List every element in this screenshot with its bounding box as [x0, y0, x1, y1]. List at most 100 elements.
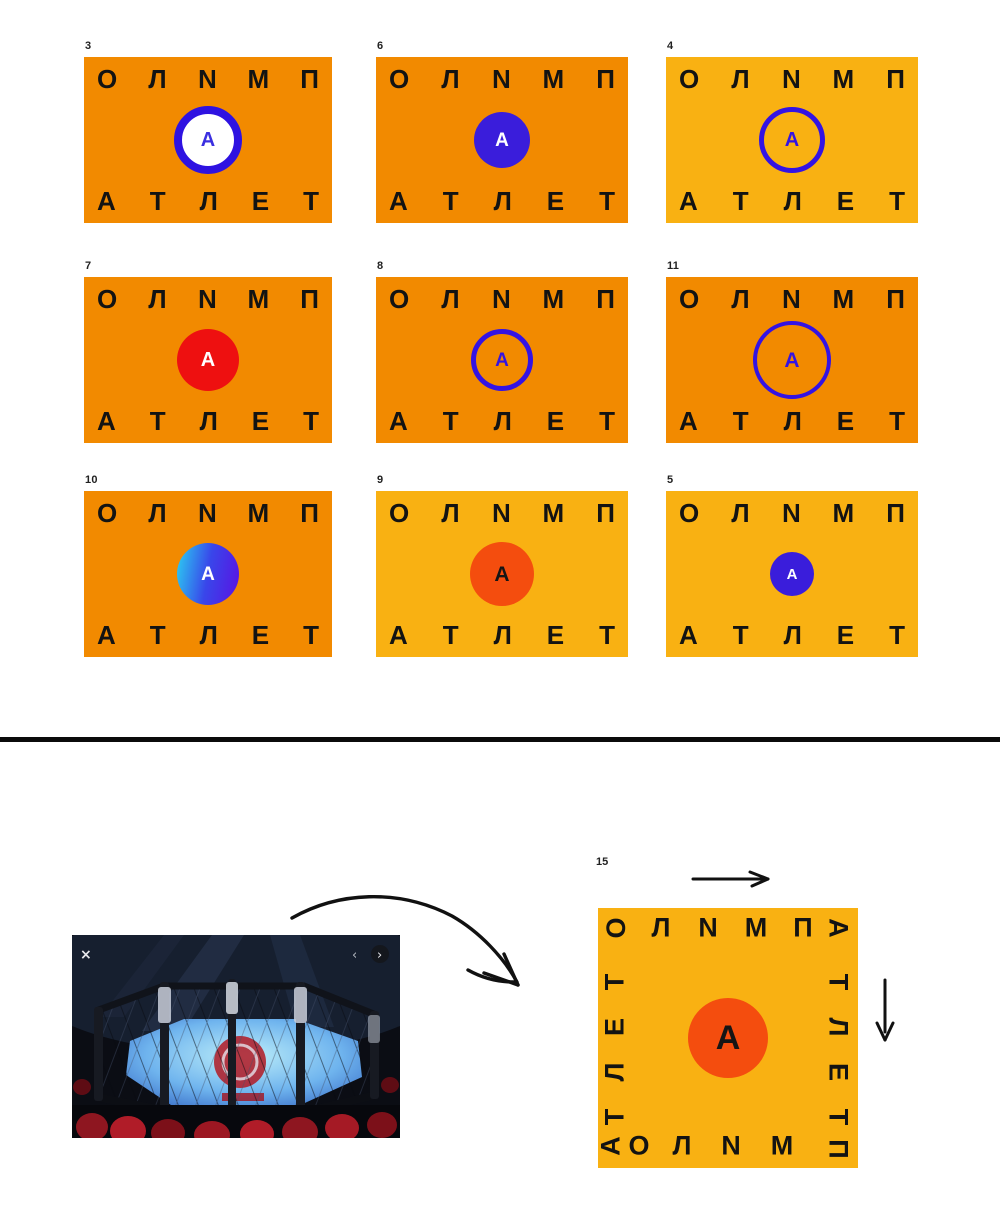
brand-letter: Е	[836, 406, 855, 436]
brand-letter: Л	[441, 284, 460, 314]
variant-number: 11	[667, 260, 680, 272]
logo-mark-circle: А	[177, 543, 239, 605]
brand-letter: Л	[148, 498, 167, 528]
brand-letter: Т	[889, 186, 905, 216]
logo-mark-circle: А	[688, 998, 768, 1078]
logo-mark-circle: А	[474, 112, 530, 168]
brand-letter: И	[781, 284, 801, 314]
brand-letter: Л	[731, 64, 750, 94]
octagon-cage-illustration: × ‹ ›	[26, 909, 446, 1149]
variant-number: 5	[667, 474, 674, 486]
brand-letter: Л	[783, 186, 802, 216]
photo-prev-icon[interactable]: ‹	[352, 948, 357, 963]
horizontal-arrow-icon	[691, 870, 770, 888]
variant-number: 10	[85, 474, 98, 486]
brand-letter: Л	[148, 64, 167, 94]
brand-letter: И	[491, 64, 511, 94]
brand-letter: Е	[836, 186, 855, 216]
section-divider	[0, 737, 1000, 742]
perimeter-letter: А	[823, 918, 854, 938]
brand-letter: Л	[199, 406, 218, 436]
brand-letter: М	[832, 64, 855, 94]
perimeter-letter: А	[595, 1136, 626, 1156]
brand-letter: Т	[732, 620, 749, 650]
brand-letter: П	[300, 64, 319, 94]
brand-letter: Е	[546, 620, 565, 650]
brand-letter: О	[389, 498, 410, 528]
brand-letter: М	[542, 64, 565, 94]
logo-variant-card: 11 О Л И М П А Т Л Е Т А	[666, 260, 918, 443]
brand-letter: П	[300, 284, 319, 314]
perimeter-letter: Л	[599, 1062, 630, 1082]
variant-number: 15	[596, 856, 609, 868]
logo-mark-circle: А	[770, 552, 814, 596]
logo-mark-letter: А	[784, 129, 800, 151]
brand-letter: Л	[783, 620, 802, 650]
brand-letter: Т	[599, 186, 615, 216]
brand-letter: М	[247, 284, 270, 314]
photo-next-icon[interactable]: ›	[377, 948, 382, 963]
brand-letter: Т	[149, 406, 166, 436]
logo-mark-circle: А	[753, 321, 831, 399]
vertical-arrow-icon	[875, 978, 895, 1042]
brand-letter: Т	[732, 406, 749, 436]
perimeter-letter: П	[793, 912, 813, 943]
brand-letter: А	[389, 620, 408, 650]
brand-letter: Л	[493, 406, 512, 436]
brand-letter: Т	[303, 186, 319, 216]
brand-letter: О	[679, 498, 700, 528]
brand-letter: А	[679, 620, 698, 650]
logo-mark-circle: А	[471, 329, 533, 391]
brand-letter: И	[491, 498, 511, 528]
logo-mark-letter: А	[201, 563, 215, 585]
photo-close-icon[interactable]: ×	[80, 947, 92, 963]
brand-letter: А	[97, 406, 116, 436]
brand-letter: Л	[731, 284, 750, 314]
brand-letter: П	[886, 284, 905, 314]
perimeter-letter: М	[770, 1130, 794, 1161]
variant-number: 6	[377, 40, 384, 52]
brand-letter: Л	[148, 284, 167, 314]
brand-letter: Е	[251, 406, 270, 436]
brand-letter: О	[679, 64, 700, 94]
brand-letter: И	[781, 498, 801, 528]
brand-letter: Т	[599, 620, 615, 650]
perimeter-letter: Е	[599, 1017, 630, 1037]
logo-mark-letter: А	[495, 349, 509, 371]
variant-number: 9	[377, 474, 384, 486]
brand-letter: П	[596, 284, 615, 314]
perimeter-letter: Т	[599, 973, 630, 991]
variant-number: 3	[85, 40, 92, 52]
logo-mark-circle: А	[470, 542, 534, 606]
perimeter-letter: Т	[823, 1108, 854, 1126]
variant-number: 4	[667, 40, 674, 52]
brand-letter: И	[781, 64, 801, 94]
perimeter-letter: Е	[823, 1062, 854, 1082]
brand-letter: Е	[836, 620, 855, 650]
brand-letter: Е	[251, 620, 270, 650]
brand-letter: Т	[599, 406, 615, 436]
brand-letter: Т	[732, 186, 749, 216]
brand-letter: П	[596, 498, 615, 528]
perimeter-letter: М	[744, 912, 768, 943]
brand-letter: Т	[442, 406, 459, 436]
reference-photo: × ‹ ›	[26, 909, 446, 1149]
brand-letter: Е	[546, 186, 565, 216]
brand-letter: Л	[783, 406, 802, 436]
brand-letter: Л	[441, 498, 460, 528]
